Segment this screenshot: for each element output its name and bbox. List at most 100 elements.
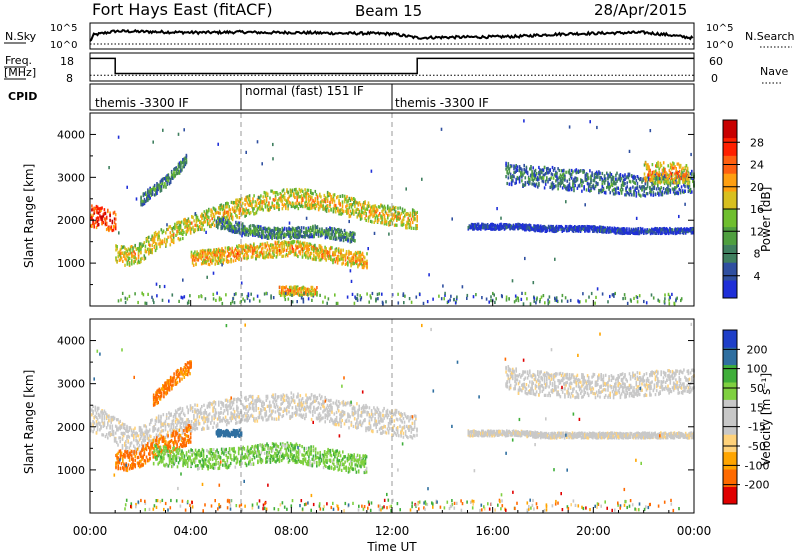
data-cell-band-6 <box>513 171 515 175</box>
data-cell-band-8 <box>474 224 476 228</box>
data-cell-band-4 <box>140 203 142 207</box>
data-cell-band-2 <box>231 225 234 229</box>
data-cell-band-1 <box>280 199 283 203</box>
data-cell-band-6 <box>616 179 618 183</box>
data-cell-band-2 <box>296 228 298 232</box>
data-cell-band-8 <box>607 227 610 231</box>
data-cell-band-7 <box>651 177 654 182</box>
data-cell-band-3 <box>318 244 321 248</box>
data-cell-band-3 <box>360 253 363 257</box>
data-cell-band-1 <box>179 221 182 225</box>
data-cell-band-4 <box>140 199 142 203</box>
data-cell-band-6 <box>570 172 573 176</box>
data-cell-band-1 <box>302 198 304 202</box>
data-cell-band-2 <box>320 234 322 238</box>
data-cell-band-1 <box>390 212 392 216</box>
data-cell-band-1 <box>180 220 183 224</box>
data-cell-band-1 <box>307 197 310 201</box>
data-cell-band-1 <box>153 235 156 239</box>
data-cell-band-5 <box>312 289 315 293</box>
data-cell-band-1 <box>409 214 412 218</box>
data-cell-band-1 <box>193 219 195 223</box>
data-cell-band-1 <box>280 193 283 197</box>
data-cell-band-2 <box>308 235 311 239</box>
data-cell-band-1 <box>177 229 180 233</box>
data-cell-band-3 <box>206 256 209 260</box>
data-cell-band-1 <box>184 221 186 225</box>
data-cell-band-7 <box>649 168 651 172</box>
data-cell-band-6 <box>564 176 566 180</box>
data-cell-band-8 <box>557 227 559 231</box>
data-cell-band-6 <box>600 190 602 194</box>
data-cell-band-1 <box>201 227 203 231</box>
data-cell-band-1 <box>348 196 351 200</box>
plot-title: Fort Hays East (fitACF) <box>92 0 273 19</box>
data-cell-band-1 <box>308 203 311 207</box>
data-cell-band-1 <box>122 245 124 249</box>
data-cell-band-2 <box>287 232 289 236</box>
data-cell-band-1 <box>257 206 260 210</box>
data-cell-band-8 <box>523 227 525 231</box>
data-cell-band-2 <box>280 231 282 235</box>
data-cell-band-1 <box>192 215 194 219</box>
data-cell-band-2 <box>333 233 336 237</box>
data-cell-band-8 <box>501 226 504 230</box>
data-cell-band-6 <box>604 191 607 195</box>
data-cell-band-3 <box>190 250 193 254</box>
data-cell-band-8 <box>586 229 588 233</box>
data-cell-band-1 <box>185 222 187 226</box>
data-cell-band-1 <box>137 259 140 263</box>
data-cell-band-1 <box>317 206 320 210</box>
data-cell-band-6 <box>625 189 627 193</box>
data-cell-band-6 <box>595 170 598 174</box>
data-cell-band-8 <box>529 224 532 228</box>
data-cell-band-3 <box>318 258 321 262</box>
data-cell-band-1 <box>393 223 396 227</box>
data-cell-band-6 <box>577 184 580 188</box>
data-cell-band-1 <box>151 247 153 252</box>
data-cell-band-1 <box>306 203 309 207</box>
data-cell-band-6 <box>589 189 591 193</box>
data-cell-band-6 <box>617 177 619 181</box>
data-cell-band-0 <box>108 226 110 230</box>
nsky-right-tick-top: 10^5 <box>706 23 733 34</box>
data-cell-band-1 <box>367 219 370 223</box>
data-cell-band-3 <box>318 251 321 255</box>
data-cell-band-1 <box>149 243 151 247</box>
data-cell-band-1 <box>307 188 310 192</box>
data-cell-band-8 <box>550 227 552 231</box>
data-cell-band-6 <box>641 185 643 189</box>
data-cell-band-3 <box>263 250 265 254</box>
data-cell-band-1 <box>248 194 251 198</box>
data-cell-band-1 <box>178 238 181 242</box>
data-cell-band-4 <box>166 174 168 178</box>
data-cell-band-2 <box>267 234 270 238</box>
data-cell-band-1 <box>411 214 414 218</box>
data-cell-band-3 <box>324 254 326 258</box>
data-cell-band-1 <box>152 238 155 243</box>
data-cell-band-3 <box>366 262 368 266</box>
data-cell-band-2 <box>229 225 231 229</box>
data-cell-band-6 <box>551 187 554 191</box>
data-cell-band-1 <box>254 212 257 216</box>
data-cell-band-3 <box>263 253 265 257</box>
data-cell-band-1 <box>290 191 293 195</box>
data-cell-band-6 <box>604 178 607 182</box>
data-cell-band-1 <box>124 251 126 255</box>
data-cell-band-3 <box>337 249 340 253</box>
data-cell-band-1 <box>230 200 233 204</box>
data-cell-band-1 <box>391 216 394 220</box>
data-cell-band-6 <box>526 170 529 174</box>
data-cell-band-3 <box>317 255 320 259</box>
data-cell-band-1 <box>245 207 247 211</box>
data-cell-band-1 <box>320 204 322 208</box>
data-cell-band-4 <box>153 188 156 192</box>
data-cell-band-0 <box>113 217 116 221</box>
data-cell-band-7 <box>651 163 654 167</box>
data-cell-band-1 <box>410 226 413 230</box>
data-cell-band-8 <box>621 231 624 235</box>
data-cell-band-1 <box>243 208 245 212</box>
data-cell-band-0 <box>101 222 103 226</box>
data-cell-band-6 <box>638 193 641 197</box>
data-cell-band-3 <box>236 244 238 248</box>
